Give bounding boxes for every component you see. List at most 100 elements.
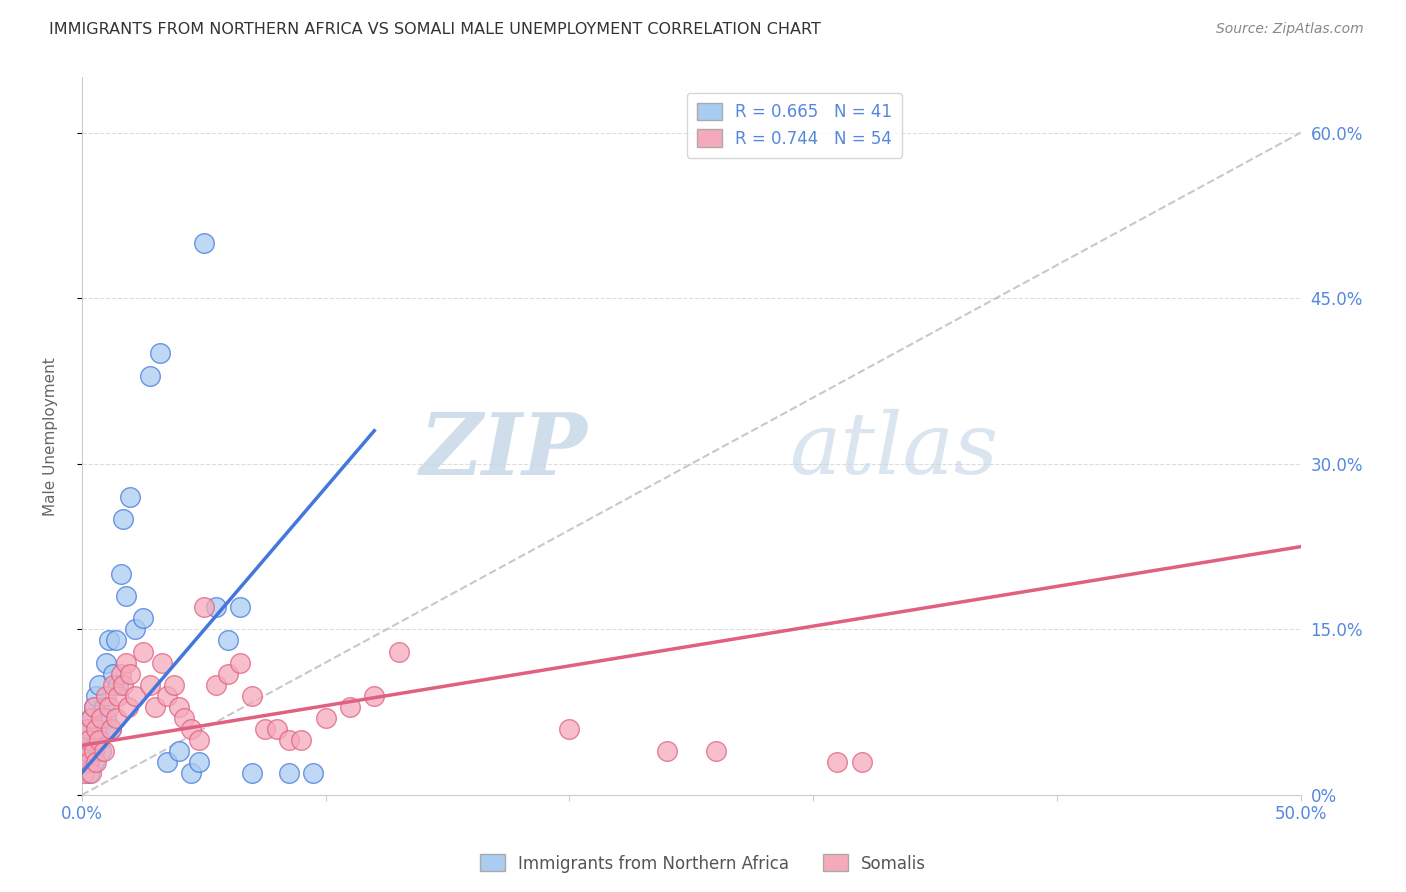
Point [83, 744, 105, 758]
Point [120, 666, 142, 681]
Point [167, 699, 190, 714]
Point [90, 711, 112, 725]
Point [112, 512, 135, 526]
Point [117, 699, 139, 714]
Point [143, 699, 166, 714]
Point [73, 744, 96, 758]
Point [827, 755, 849, 769]
Point [103, 678, 125, 692]
Text: IMMIGRANTS FROM NORTHERN AFRICA VS SOMALI MALE UNEMPLOYMENT CORRELATION CHART: IMMIGRANTS FROM NORTHERN AFRICA VS SOMAL… [49, 22, 821, 37]
Point [339, 699, 361, 714]
Point [217, 633, 239, 648]
Point [388, 644, 411, 658]
Point [187, 755, 209, 769]
Y-axis label: Male Unemployment: Male Unemployment [44, 357, 58, 516]
Point [180, 766, 202, 780]
Point [104, 711, 127, 725]
Point [278, 766, 301, 780]
Point [302, 766, 325, 780]
Text: Source: ZipAtlas.com: Source: ZipAtlas.com [1216, 22, 1364, 37]
Point [87, 722, 110, 736]
Point [86, 722, 108, 736]
Point [558, 722, 581, 736]
Point [242, 689, 264, 703]
Point [80, 711, 103, 725]
Point [112, 678, 135, 692]
Point [851, 755, 873, 769]
Point [315, 711, 337, 725]
Point [76, 732, 98, 747]
Point [204, 678, 226, 692]
Point [77, 755, 100, 769]
Point [363, 689, 385, 703]
Point [86, 689, 108, 703]
Point [86, 755, 108, 769]
Point [77, 722, 100, 736]
Point [107, 689, 129, 703]
Point [163, 678, 186, 692]
Point [124, 623, 146, 637]
Point [83, 699, 105, 714]
Point [103, 666, 125, 681]
Point [73, 766, 96, 780]
Point [94, 656, 117, 670]
Point [114, 590, 136, 604]
Point [83, 699, 105, 714]
Point [76, 755, 98, 769]
Point [217, 666, 239, 681]
Point [110, 567, 132, 582]
Point [110, 666, 132, 681]
Point [77, 766, 100, 780]
Point [87, 732, 110, 747]
Point [90, 744, 112, 758]
Point [655, 744, 678, 758]
Point [131, 611, 153, 625]
Point [193, 600, 215, 615]
Text: ZIP: ZIP [420, 409, 588, 492]
Point [104, 633, 127, 648]
Text: atlas: atlas [789, 409, 998, 492]
Point [173, 711, 195, 725]
Point [278, 732, 301, 747]
Point [167, 744, 190, 758]
Point [204, 600, 226, 615]
Point [107, 678, 129, 692]
Point [100, 722, 122, 736]
Point [76, 744, 98, 758]
Point [156, 689, 179, 703]
Point [93, 699, 115, 714]
Point [80, 766, 103, 780]
Point [80, 744, 103, 758]
Point [149, 346, 172, 360]
Point [131, 644, 153, 658]
Point [290, 732, 312, 747]
Point [76, 722, 98, 736]
Point [229, 656, 252, 670]
Point [242, 766, 264, 780]
Point [86, 732, 108, 747]
Point [114, 656, 136, 670]
Point [180, 722, 202, 736]
Point [187, 732, 209, 747]
Point [253, 722, 276, 736]
Point [97, 699, 120, 714]
Point [139, 368, 162, 383]
Point [80, 711, 103, 725]
Point [139, 678, 162, 692]
Point [150, 656, 173, 670]
Legend: R = 0.665   N = 41, R = 0.744   N = 54: R = 0.665 N = 41, R = 0.744 N = 54 [688, 93, 903, 158]
Point [229, 600, 252, 615]
Point [124, 689, 146, 703]
Point [83, 755, 105, 769]
Point [94, 689, 117, 703]
Point [77, 732, 100, 747]
Point [704, 744, 727, 758]
Point [97, 633, 120, 648]
Point [87, 678, 110, 692]
Legend: Immigrants from Northern Africa, Somalis: Immigrants from Northern Africa, Somalis [474, 847, 932, 880]
Point [94, 711, 117, 725]
Point [156, 755, 179, 769]
Point [120, 490, 142, 504]
Point [100, 722, 122, 736]
Point [193, 235, 215, 250]
